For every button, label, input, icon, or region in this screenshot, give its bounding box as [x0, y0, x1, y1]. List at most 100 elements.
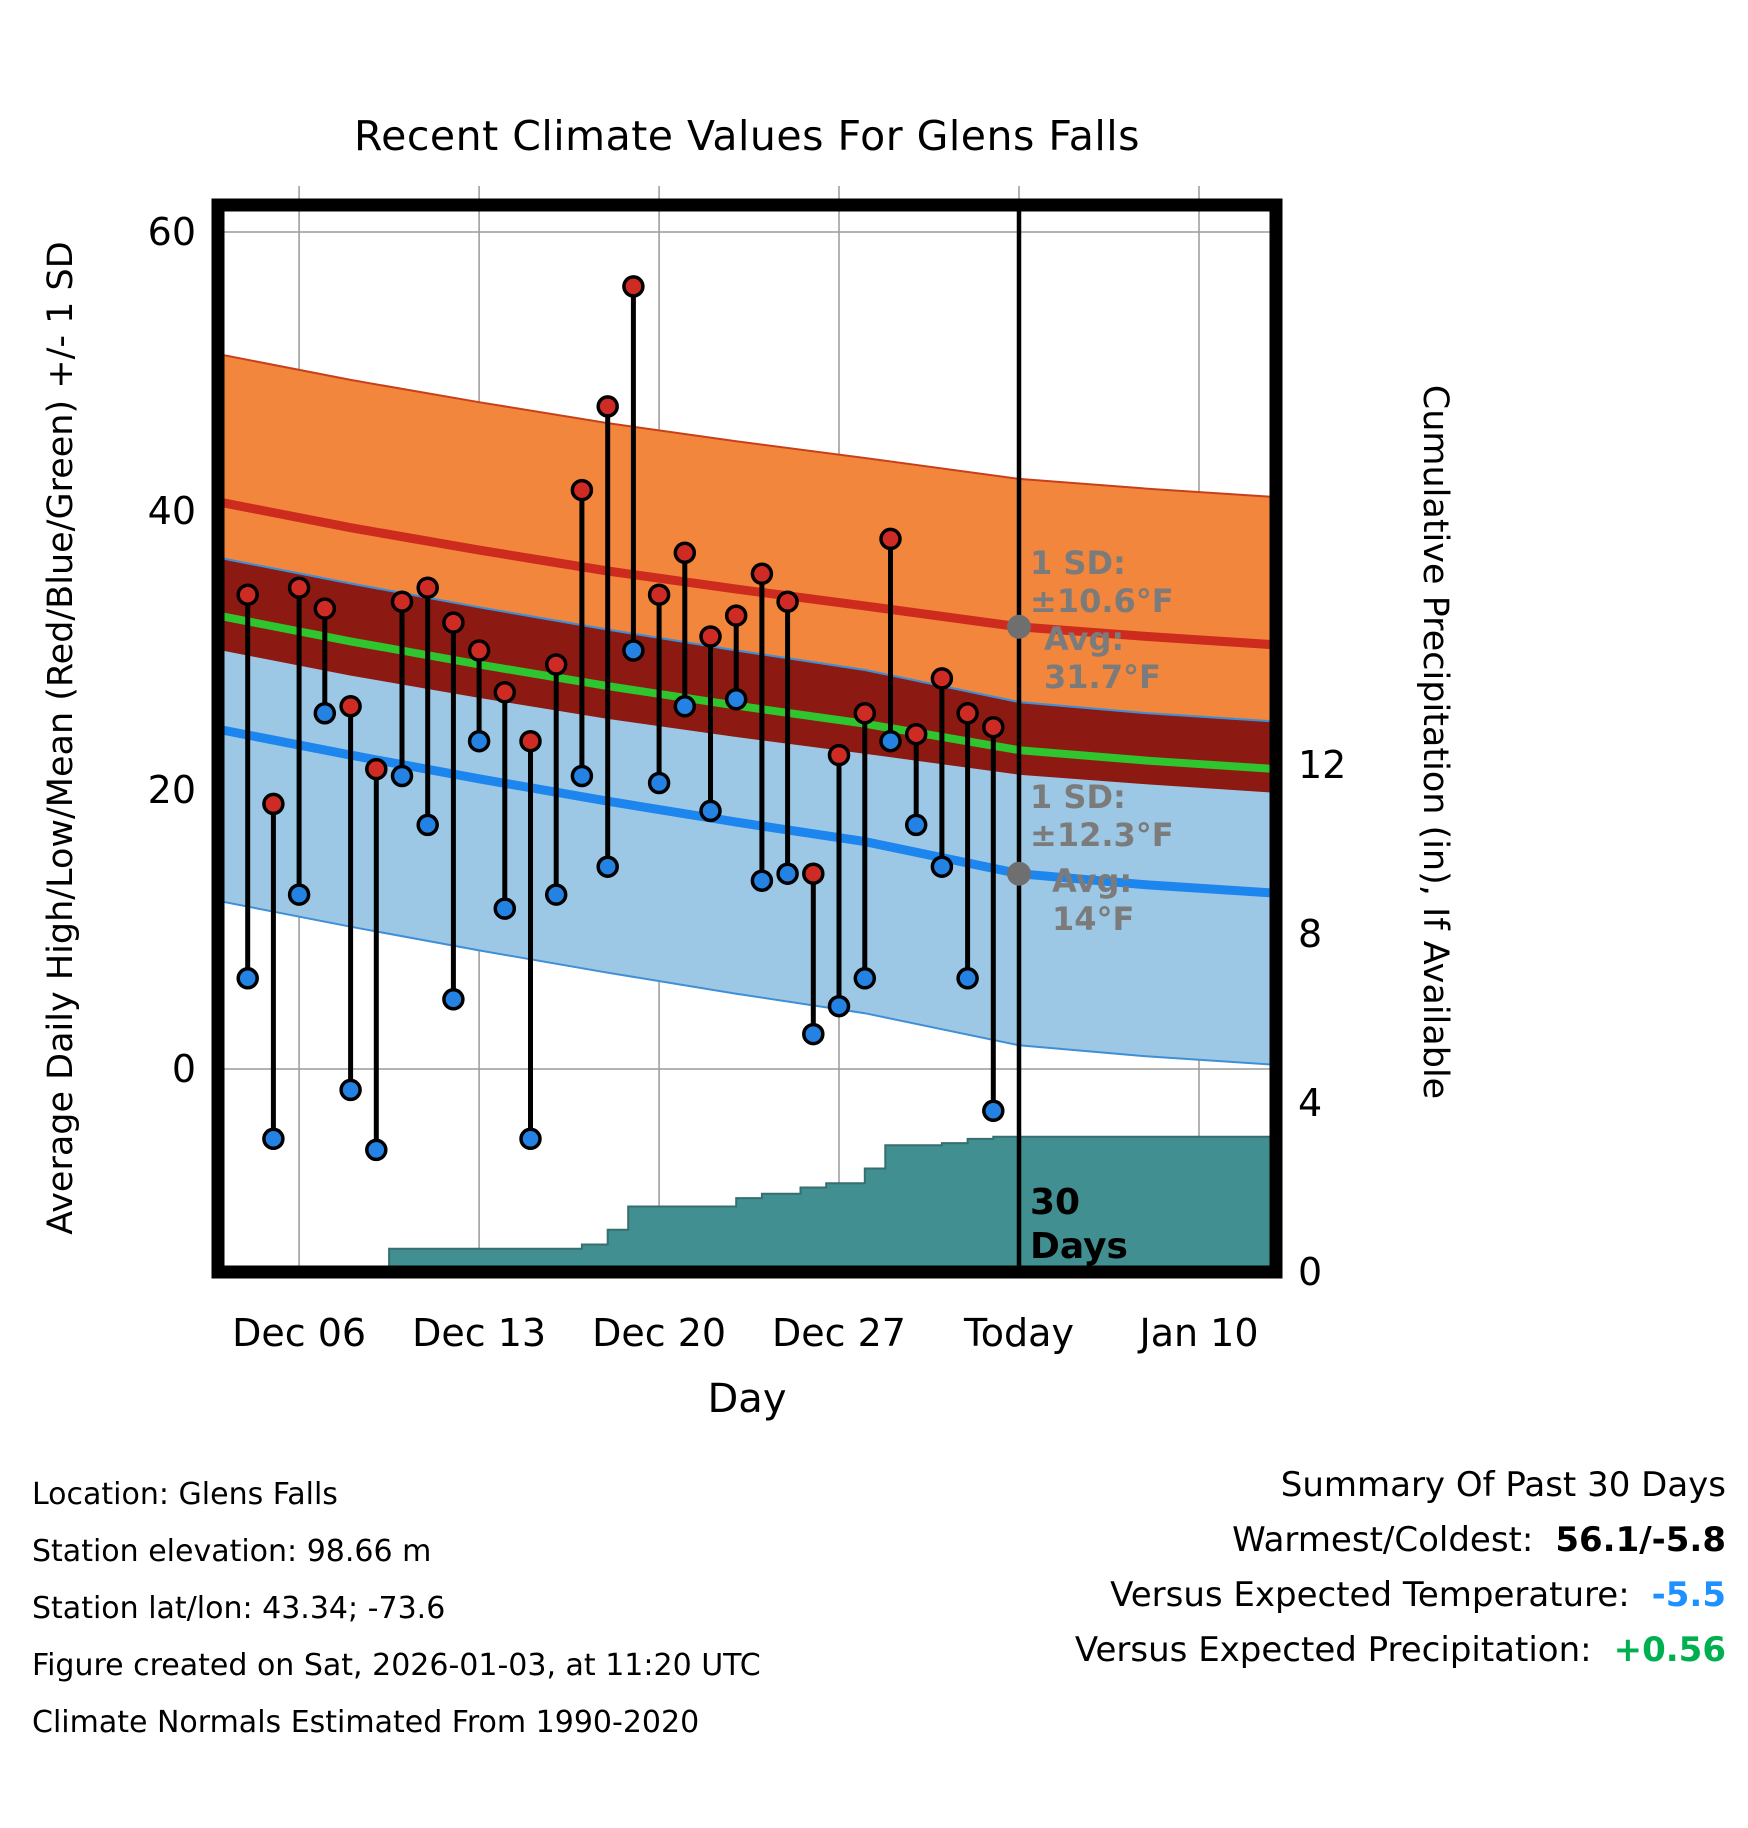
daily-low-dot [724, 688, 748, 711]
summary-label-precip: Versus Expected Precipitation: [1074, 1630, 1592, 1670]
svg-text:Jan 10: Jan 10 [1137, 1311, 1258, 1355]
daily-high-dot [313, 597, 337, 620]
svg-text:±12.3°F: ±12.3°F [1030, 816, 1174, 854]
plot-border [211, 198, 1283, 1279]
daily-low-dot [647, 771, 671, 795]
daily-high-dot [596, 395, 619, 418]
daily-low-dot [853, 967, 877, 990]
daily-high-dot [827, 743, 851, 767]
svg-text:1 SD:: 1 SD: [1030, 544, 1126, 582]
daily-low-dot [750, 869, 774, 892]
daily-high-dot [802, 862, 825, 885]
daily-high-dot [776, 590, 799, 613]
svg-text:Today: Today [963, 1311, 1074, 1355]
daily-high-dot [287, 576, 311, 599]
daily-low-dot [570, 764, 594, 788]
daily-low-dot [287, 883, 311, 906]
daily-high-dot [930, 667, 954, 690]
precip-area [388, 1135, 1278, 1273]
daily-high-dot [416, 576, 439, 599]
daily-high-dot [673, 541, 697, 565]
daily-high-dot [570, 478, 594, 502]
svg-text:31.7°F: 31.7°F [1044, 658, 1161, 696]
svg-text:1 SD:: 1 SD: [1030, 778, 1126, 816]
footer-elevation: Station elevation: 98.66 m [32, 1534, 432, 1569]
daily-high-dot [467, 639, 491, 662]
daily-low-dot [956, 967, 979, 990]
daily-low-dot [673, 695, 697, 718]
svg-text:Dec 06: Dec 06 [232, 1311, 366, 1355]
daily-low-dot [544, 883, 568, 906]
right-axis-title: Cumulative Precipitation (in), If Availa… [1415, 385, 1455, 1099]
footer-latlon: Station lat/lon: 43.34; -73.6 [32, 1591, 446, 1626]
avg-low-line [221, 725, 1277, 898]
footer-location: Location: Glens Falls [32, 1477, 338, 1512]
summary-label-warmest: Warmest/Coldest: [1232, 1520, 1534, 1560]
daily-low-dot [622, 639, 645, 662]
daily-high-dot [390, 590, 414, 613]
summary-row-warmest: Warmest/Coldest: 56.1/-5.8 [1075, 1513, 1726, 1568]
svg-text:4: 4 [1298, 1081, 1322, 1125]
daily-low-dot [699, 799, 722, 823]
daily-low-dot [982, 1099, 1005, 1123]
svg-text:0: 0 [172, 1047, 196, 1091]
daily-high-dot [699, 625, 722, 648]
svg-text:20: 20 [148, 768, 196, 812]
footer-created: Figure created on Sat, 2026-01-03, at 11… [32, 1648, 761, 1683]
daily-low-dot [442, 988, 465, 1011]
daily-low-dot [339, 1078, 362, 1102]
summary-row-temp: Versus Expected Temperature: -5.5 [1075, 1568, 1726, 1623]
summary-label-temp: Versus Expected Temperature: [1110, 1575, 1630, 1615]
daily-low-dot [262, 1127, 285, 1151]
svg-text:40: 40 [148, 489, 196, 533]
avg-high-line [221, 498, 1277, 650]
svg-text:Dec 20: Dec 20 [592, 1311, 726, 1355]
left-axis-title: Average Daily High/Low/Mean (Red/Blue/Gr… [41, 241, 81, 1234]
daily-low-dot [236, 967, 259, 990]
daily-low-dot [313, 702, 337, 725]
daily-low-dot [596, 855, 619, 878]
daily-low-dot [904, 813, 928, 837]
daily-high-dot [236, 583, 259, 606]
daily-low-dot [802, 1022, 825, 1046]
svg-text:Dec 27: Dec 27 [772, 1311, 906, 1355]
summary-value-precip: +0.56 [1613, 1630, 1726, 1670]
daily-low-dot [493, 897, 517, 920]
summary-row-precip: Versus Expected Precipitation: +0.56 [1075, 1623, 1726, 1678]
daily-low-dot [467, 729, 491, 753]
daily-low-dot [930, 855, 954, 878]
daily-low-dot [416, 813, 439, 837]
chart-title: Recent Climate Values For Glens Falls [354, 112, 1140, 160]
daily-high-dot [519, 729, 542, 753]
daily-high-dot [647, 583, 671, 606]
svg-text:12: 12 [1298, 743, 1346, 787]
svg-text:30: 30 [1030, 1182, 1080, 1223]
daily-high-dot [724, 604, 748, 627]
avg-low-marker [1007, 861, 1031, 886]
daily-high-dot [904, 722, 928, 746]
daily-high-dot [982, 715, 1005, 739]
footer-normals-note: Climate Normals Estimated From 1990-2020 [32, 1705, 700, 1740]
daily-high-dot [262, 792, 285, 816]
svg-text:±10.6°F: ±10.6°F [1030, 582, 1174, 620]
daily-high-dot [365, 757, 388, 781]
daily-high-dot [339, 695, 362, 718]
svg-text:60: 60 [148, 210, 196, 254]
daily-low-dot [390, 764, 414, 788]
daily-high-dot [544, 653, 568, 676]
svg-text:Avg:: Avg: [1052, 862, 1132, 900]
daily-low-dot [879, 729, 902, 753]
daily-low-dot [365, 1138, 388, 1162]
summary-value-temp: -5.5 [1651, 1575, 1726, 1615]
svg-text:14°F: 14°F [1052, 900, 1134, 938]
summary-block: Summary Of Past 30 Days Warmest/Coldest:… [1075, 1458, 1726, 1678]
summary-value-warmest: 56.1/-5.8 [1555, 1520, 1726, 1560]
daily-high-dot [879, 527, 902, 551]
svg-text:Days: Days [1030, 1226, 1128, 1267]
band-overlap [222, 558, 1277, 793]
svg-text:Day: Day [708, 1376, 787, 1422]
svg-text:Dec 13: Dec 13 [412, 1311, 546, 1355]
daily-high-dot [853, 702, 877, 725]
